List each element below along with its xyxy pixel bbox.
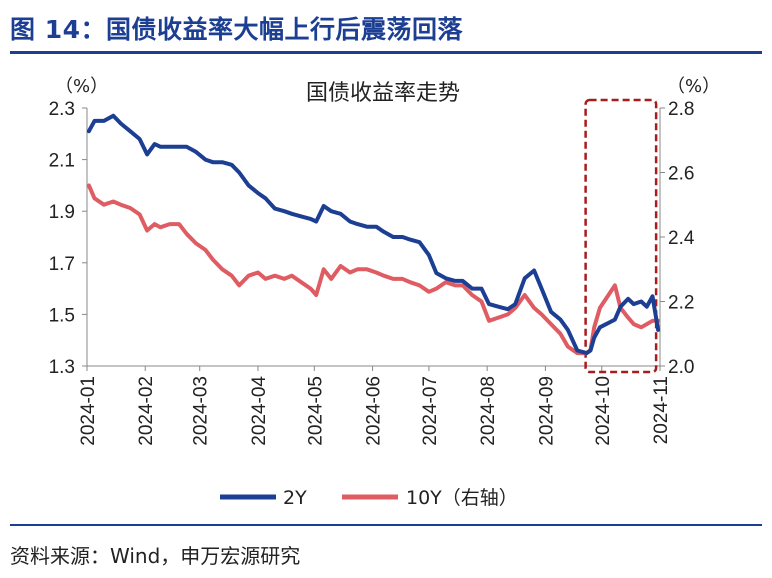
left-tick-label: 1.7 <box>49 254 75 275</box>
x-tick-label: 2024-04 <box>249 376 270 446</box>
right-axis-unit: （%） <box>667 76 720 97</box>
x-tick-label: 2024-03 <box>191 376 212 446</box>
right-tick-label: 2.0 <box>668 357 694 378</box>
right-tick-label: 2.4 <box>668 228 695 249</box>
legend-label: 10Y（右轴） <box>406 487 518 509</box>
left-tick-label: 1.3 <box>49 357 75 378</box>
source-note: 资料来源：Wind，申万宏源研究 <box>10 544 301 568</box>
series-line-10y <box>86 183 661 356</box>
x-tick-label: 2024-06 <box>364 376 385 446</box>
x-tick-label: 2024-11 <box>651 376 672 444</box>
highlight-layer <box>584 98 658 374</box>
figure-title: 图 14：国债收益率大幅上行后震荡回落 <box>10 15 463 44</box>
x-tick-label: 2024-08 <box>478 376 499 446</box>
right-tick-label: 2.8 <box>668 99 694 120</box>
series-layer <box>86 113 661 356</box>
right-tick-label: 2.6 <box>668 164 694 185</box>
yield-chart: 国债收益率走势 （%） （%） 2.3 2.1 1.9 1.7 1.5 1.3 2.8 2.6… <box>49 76 721 509</box>
axes: 2.3 2.1 1.9 1.7 1.5 1.3 2.8 2.6 2.4 2.2 2.0 2024-01… <box>49 99 695 446</box>
left-tick-label: 1.9 <box>49 202 75 223</box>
left-tick-label: 1.5 <box>49 305 75 326</box>
highlight-box <box>584 98 658 374</box>
x-tick-label: 2024-10 <box>593 376 614 446</box>
left-axis-unit: （%） <box>55 76 108 97</box>
series-line-2y <box>86 113 661 356</box>
source-rule <box>10 524 762 526</box>
x-tick-label: 2024-09 <box>536 376 557 446</box>
x-tick-label: 2024-05 <box>305 376 326 446</box>
left-tick-label: 2.3 <box>49 99 75 120</box>
legend: 2Y 10Y（右轴） <box>220 487 518 509</box>
legend-label: 2Y <box>283 487 307 509</box>
x-tick-label: 2024-07 <box>420 376 441 446</box>
right-tick-label: 2.2 <box>668 293 694 314</box>
chart-title: 国债收益率走势 <box>306 81 460 106</box>
title-rule <box>10 51 762 54</box>
left-tick-label: 2.1 <box>49 151 75 172</box>
x-tick-label: 2024-01 <box>78 376 99 446</box>
x-tick-label: 2024-02 <box>136 376 157 446</box>
